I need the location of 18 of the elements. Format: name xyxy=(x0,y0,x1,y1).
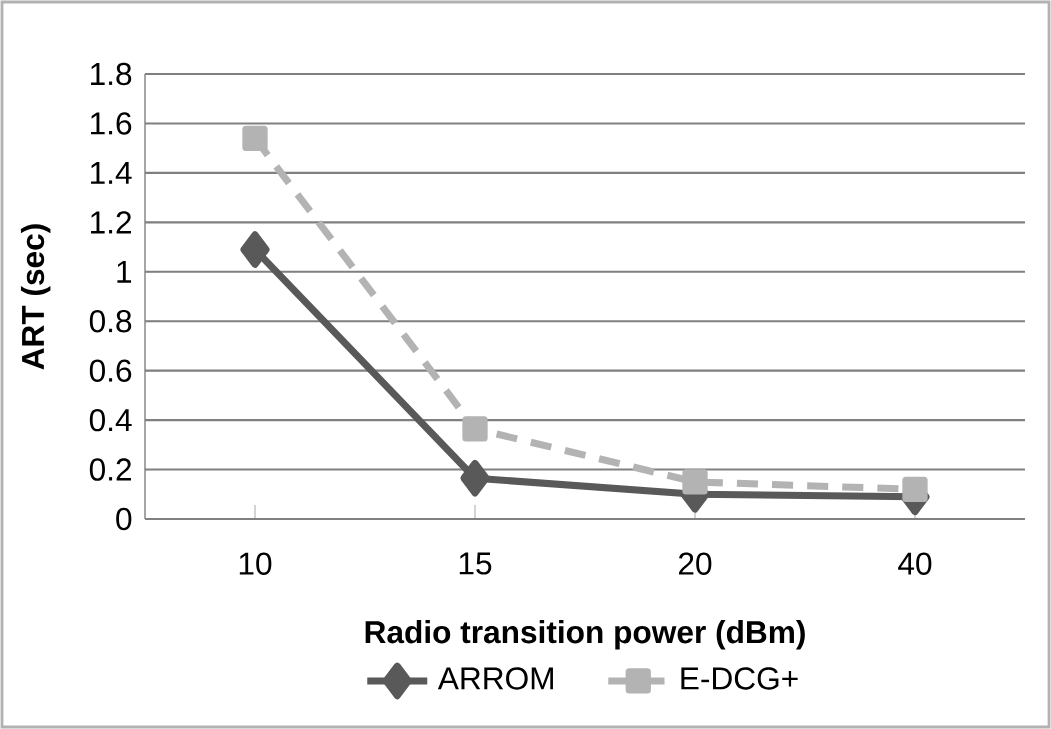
x-tick-label: 10 xyxy=(239,552,272,575)
x-tick-label: 40 xyxy=(898,552,932,575)
x-axis-title: Radio transition power (dBm) xyxy=(365,620,805,650)
y-tick-label: 1.4 xyxy=(91,162,132,184)
y-axis-title: ART (sec) xyxy=(20,224,51,370)
legend-label: E-DCG+ xyxy=(681,667,798,690)
y-tick-label: 0.4 xyxy=(89,408,132,432)
y-tick-label: 1.2 xyxy=(91,211,131,234)
y-tick-label: 0.2 xyxy=(89,458,131,481)
y-tick-label: 1 xyxy=(117,260,132,283)
legend-label: ARROM xyxy=(437,667,553,690)
y-tick-label: 0 xyxy=(116,507,132,531)
x-tick-label: 15 xyxy=(459,552,492,575)
y-tick-label: 1.6 xyxy=(91,112,132,135)
y-tick-label: 0.8 xyxy=(89,310,132,333)
y-tick-label: 1.8 xyxy=(91,62,132,86)
x-tick-label: 20 xyxy=(679,552,712,575)
y-tick-label: 0.6 xyxy=(89,359,132,382)
